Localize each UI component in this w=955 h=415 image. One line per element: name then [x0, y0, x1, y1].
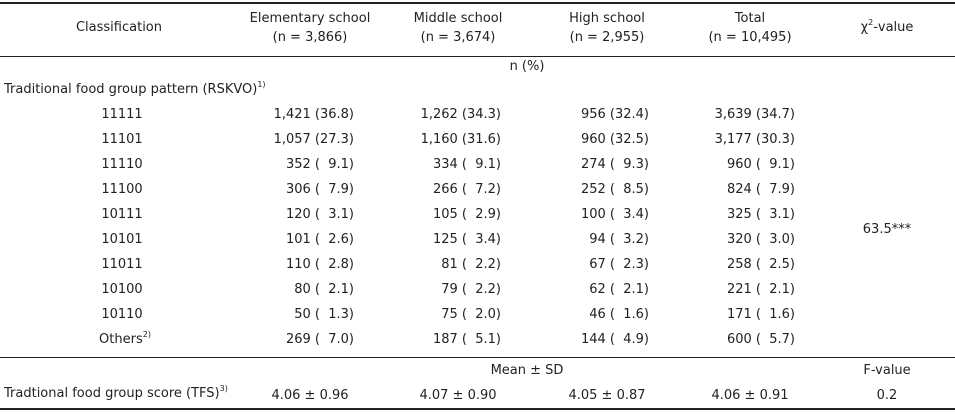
header-middle: Middle school — [413, 11, 503, 26]
pattern-cell: 10100 — [101, 282, 143, 297]
header-high-n: (n = 2,955) — [569, 30, 645, 45]
total-cell: 960 ( 9.1) — [726, 157, 795, 172]
unit-row: n (%) — [509, 59, 545, 74]
pattern-cell: 10111 — [101, 207, 143, 222]
elementary-cell: 1,057 (27.3) — [273, 132, 354, 147]
pattern-cell: 11101 — [101, 132, 143, 147]
header-middle-n: (n = 3,674) — [420, 30, 496, 45]
total-cell: 320 ( 3.0) — [726, 232, 795, 247]
total-cell: 221 ( 2.1) — [726, 282, 795, 297]
middle-cell: 79 ( 2.2) — [441, 282, 501, 297]
pattern-cell: 11110 — [101, 157, 143, 172]
elementary-cell: 101 ( 2.6) — [285, 232, 354, 247]
header-elementary-n: (n = 3,866) — [272, 30, 348, 45]
header-total-n: (n = 10,495) — [708, 30, 792, 45]
chi-square-value: 63.5*** — [862, 222, 912, 237]
header-rule — [0, 56, 955, 57]
score-total: 4.06 ± 0.91 — [711, 388, 789, 403]
total-cell: 3,639 (34.7) — [714, 107, 795, 122]
middle-cell: 266 ( 7.2) — [432, 182, 501, 197]
high-cell: 960 (32.5) — [580, 132, 649, 147]
elementary-cell: 306 ( 7.9) — [285, 182, 354, 197]
score-label: Tradtional food group score (TFS)3) — [4, 384, 228, 402]
middle-cell: 334 ( 9.1) — [432, 157, 501, 172]
elementary-cell: 110 ( 2.8) — [285, 257, 354, 272]
elementary-cell: 352 ( 9.1) — [285, 157, 354, 172]
mean-sd-label: Mean ± SD — [490, 363, 564, 378]
mean-section-rule — [0, 357, 955, 358]
score-high: 4.05 ± 0.87 — [568, 388, 646, 403]
high-cell: 274 ( 9.3) — [580, 157, 649, 172]
high-cell: 94 ( 3.2) — [589, 232, 649, 247]
elementary-cell: 120 ( 3.1) — [285, 207, 354, 222]
bottom-rule — [0, 408, 955, 410]
high-cell: 144 ( 4.9) — [580, 332, 649, 347]
high-cell: 62 ( 2.1) — [589, 282, 649, 297]
section-footnote: 1) — [257, 80, 266, 89]
score-f-value: 0.2 — [876, 388, 898, 403]
pattern-cell: 11111 — [101, 107, 143, 122]
section-label: Traditional food group pattern (RSKVO)1) — [4, 80, 266, 98]
f-value-header: F-value — [863, 363, 911, 378]
pattern-others: Others — [99, 332, 143, 347]
chi-suffix: -value — [873, 20, 914, 35]
total-cell: 171 ( 1.6) — [726, 307, 795, 322]
pattern-cell: Others2) — [99, 330, 151, 348]
elementary-cell: 269 ( 7.0) — [285, 332, 354, 347]
high-cell: 67 ( 2.3) — [589, 257, 649, 272]
header-total: Total — [734, 11, 766, 26]
middle-cell: 105 ( 2.9) — [432, 207, 501, 222]
others-footnote: 2) — [142, 330, 151, 339]
middle-cell: 1,160 (31.6) — [420, 132, 501, 147]
chi-symbol: χ — [860, 20, 869, 35]
pattern-cell: 10101 — [101, 232, 143, 247]
total-cell: 600 ( 5.7) — [726, 332, 795, 347]
elementary-cell: 80 ( 2.1) — [294, 282, 354, 297]
score-footnote: 3) — [219, 384, 228, 393]
middle-cell: 75 ( 2.0) — [441, 307, 501, 322]
high-cell: 956 (32.4) — [580, 107, 649, 122]
high-cell: 46 ( 1.6) — [589, 307, 649, 322]
chi-superscript: 2 — [868, 18, 874, 27]
section-label-text: Traditional food group pattern (RSKVO) — [4, 82, 258, 97]
middle-cell: 125 ( 3.4) — [432, 232, 501, 247]
total-cell: 258 ( 2.5) — [726, 257, 795, 272]
middle-cell: 81 ( 2.2) — [441, 257, 501, 272]
pattern-cell: 10110 — [101, 307, 143, 322]
high-cell: 252 ( 8.5) — [580, 182, 649, 197]
elementary-cell: 1,421 (36.8) — [273, 107, 354, 122]
middle-cell: 1,262 (34.3) — [420, 107, 501, 122]
header-high: High school — [569, 11, 645, 26]
total-cell: 3,177 (30.3) — [714, 132, 795, 147]
total-cell: 824 ( 7.9) — [726, 182, 795, 197]
elementary-cell: 50 ( 1.3) — [294, 307, 354, 322]
score-middle: 4.07 ± 0.90 — [419, 388, 497, 403]
pattern-cell: 11011 — [101, 257, 143, 272]
score-label-text: Tradtional food group score (TFS) — [4, 386, 220, 401]
middle-cell: 187 ( 5.1) — [432, 332, 501, 347]
high-cell: 100 ( 3.4) — [580, 207, 649, 222]
header-elementary: Elementary school — [249, 11, 371, 26]
score-elementary: 4.06 ± 0.96 — [271, 388, 349, 403]
total-cell: 325 ( 3.1) — [726, 207, 795, 222]
header-classification: Classification — [75, 20, 163, 35]
header-chi-square: χ2-value — [860, 18, 914, 36]
top-rule — [0, 2, 955, 4]
pattern-cell: 11100 — [101, 182, 143, 197]
